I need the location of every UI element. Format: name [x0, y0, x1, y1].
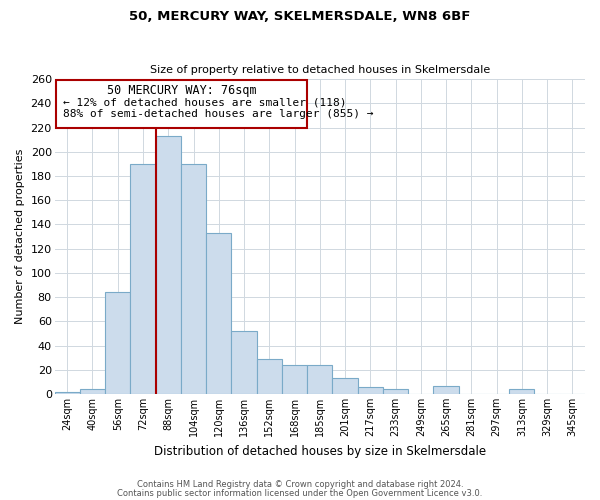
- Bar: [55, 392, 80, 394]
- Bar: [332, 378, 358, 394]
- X-axis label: Distribution of detached houses by size in Skelmersdale: Distribution of detached houses by size …: [154, 444, 486, 458]
- Bar: [130, 164, 155, 394]
- Bar: [509, 389, 535, 394]
- Bar: [80, 389, 105, 394]
- Text: 50 MERCURY WAY: 76sqm: 50 MERCURY WAY: 76sqm: [107, 84, 256, 97]
- FancyBboxPatch shape: [56, 80, 307, 128]
- Bar: [155, 136, 181, 394]
- Bar: [206, 233, 232, 394]
- Text: Contains HM Land Registry data © Crown copyright and database right 2024.: Contains HM Land Registry data © Crown c…: [137, 480, 463, 489]
- Bar: [282, 365, 307, 394]
- Bar: [358, 386, 383, 394]
- Bar: [105, 292, 130, 394]
- Bar: [433, 386, 459, 394]
- Text: Contains public sector information licensed under the Open Government Licence v3: Contains public sector information licen…: [118, 488, 482, 498]
- Title: Size of property relative to detached houses in Skelmersdale: Size of property relative to detached ho…: [149, 66, 490, 76]
- Bar: [181, 164, 206, 394]
- Y-axis label: Number of detached properties: Number of detached properties: [15, 149, 25, 324]
- Bar: [383, 389, 408, 394]
- Bar: [307, 365, 332, 394]
- Bar: [257, 359, 282, 394]
- Text: ← 12% of detached houses are smaller (118): ← 12% of detached houses are smaller (11…: [64, 97, 347, 107]
- Text: 50, MERCURY WAY, SKELMERSDALE, WN8 6BF: 50, MERCURY WAY, SKELMERSDALE, WN8 6BF: [130, 10, 470, 23]
- Bar: [232, 331, 257, 394]
- Text: 88% of semi-detached houses are larger (855) →: 88% of semi-detached houses are larger (…: [64, 110, 374, 120]
